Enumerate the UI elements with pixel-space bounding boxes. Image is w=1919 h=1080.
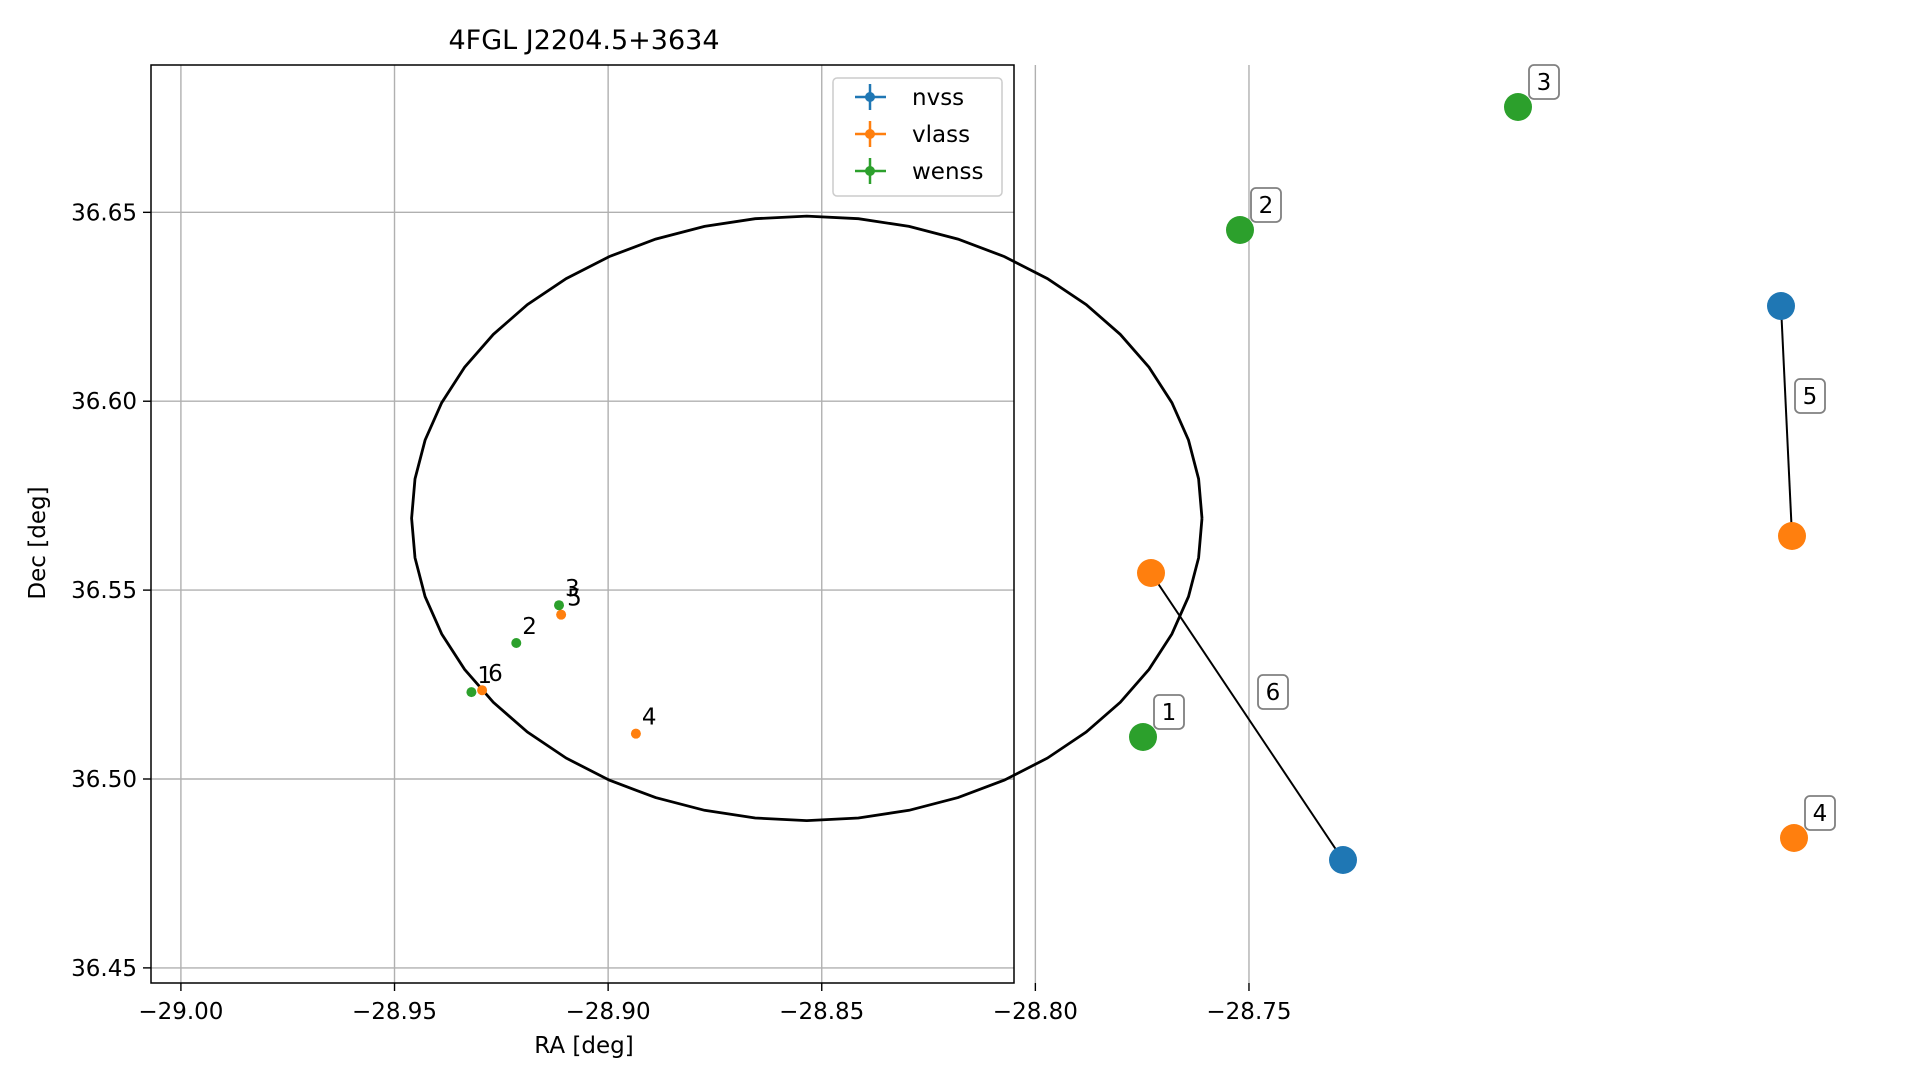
- network-node-label-3: 3: [1537, 70, 1552, 96]
- y-tick-label: 36.65: [71, 200, 137, 226]
- network-node-5b: [1778, 522, 1806, 550]
- network-edges: [1150, 305, 1793, 861]
- network-node-3: [1504, 93, 1532, 121]
- point-wenss-1: [466, 687, 477, 698]
- network-node-label-1-box: [1153, 694, 1185, 730]
- point-vlass-6: [477, 685, 488, 696]
- legend: nvss vlass wenss: [832, 77, 1003, 197]
- network-labels: 1 2 3 4 5 6: [1153, 64, 1836, 831]
- x-tick-label: −28.80: [993, 999, 1078, 1025]
- chart-title: 4FGL J2204.5+3634: [448, 25, 719, 56]
- data-points: 6 5 4 1 2 3: [466, 576, 657, 739]
- legend-label-vlass: vlass: [912, 122, 970, 148]
- network-edge-label-5-box: [1794, 378, 1826, 414]
- axes-frame: [150, 64, 1015, 984]
- point-wenss-3: [554, 600, 565, 611]
- y-tick-label: 36.55: [71, 578, 137, 604]
- point-vlass-5: [556, 609, 567, 620]
- point-label: 5: [567, 586, 582, 612]
- network-edge-5: [1780, 305, 1793, 537]
- network-node-label-4-box: [1804, 795, 1836, 831]
- legend-dot-wenss: [865, 166, 875, 176]
- point-label: 4: [642, 705, 657, 731]
- network-node-5a: [1767, 292, 1795, 320]
- network-edge-label-6-box: [1257, 674, 1289, 710]
- network-edge-label-6: 6: [1266, 680, 1281, 706]
- point-wenss-2: [511, 638, 522, 648]
- x-tick-label: −28.90: [566, 999, 651, 1025]
- network-node-6b: [1329, 846, 1357, 874]
- network-edge-6: [1150, 572, 1344, 861]
- scatter-panel: 4FGL J2204.5+3634 6 5 4 1 2 3 −29.00 −28.95 −28…: [25, 25, 1292, 1059]
- x-tick-label: −29.00: [138, 999, 223, 1025]
- y-axis-label: Dec [deg]: [25, 486, 51, 599]
- network-node-label-3-box: [1528, 64, 1560, 100]
- network-node-6a: [1137, 559, 1165, 587]
- point-vlass-4: [630, 728, 641, 739]
- legend-entry-nvss: nvss: [855, 84, 964, 111]
- network-nodes: [1129, 93, 1808, 874]
- network-node-1: [1129, 723, 1157, 751]
- legend-dot-vlass: [865, 129, 875, 139]
- legend-label-wenss: wenss: [912, 159, 984, 185]
- network-panel: 1 2 3 4 5 6: [1129, 64, 1836, 874]
- x-tick-label: −28.85: [779, 999, 864, 1025]
- y-tick-label: 36.50: [71, 767, 137, 793]
- network-node-label-1: 1: [1162, 700, 1177, 726]
- x-tick-label: −28.75: [1206, 999, 1291, 1025]
- network-edge-label-5: 5: [1803, 384, 1818, 410]
- x-axis-label: RA [deg]: [534, 1033, 633, 1059]
- y-tick-label: 36.45: [71, 956, 137, 982]
- network-node-2: [1226, 216, 1254, 244]
- point-label: 2: [522, 614, 537, 640]
- network-node-4: [1780, 824, 1808, 852]
- axis-ticks: −29.00 −28.95 −28.90 −28.85 −28.80 −28.75 36.4…: [71, 200, 1291, 1025]
- localization-ellipse: [410, 214, 1204, 823]
- legend-entry-vlass: vlass: [855, 121, 970, 148]
- y-tick-label: 36.60: [71, 389, 137, 415]
- legend-dot-nvss: [865, 92, 875, 102]
- network-node-label-2: 2: [1259, 193, 1274, 219]
- grid-lines: [151, 65, 1250, 983]
- legend-box: [832, 77, 1003, 197]
- network-node-label-2-box: [1250, 187, 1282, 223]
- point-label: 3: [565, 576, 580, 602]
- x-tick-label: −28.95: [352, 999, 437, 1025]
- point-label: 1: [477, 663, 492, 689]
- legend-entry-wenss: wenss: [855, 158, 984, 185]
- network-node-label-4: 4: [1813, 801, 1828, 827]
- legend-label-nvss: nvss: [912, 85, 964, 111]
- point-label: 6: [488, 661, 503, 687]
